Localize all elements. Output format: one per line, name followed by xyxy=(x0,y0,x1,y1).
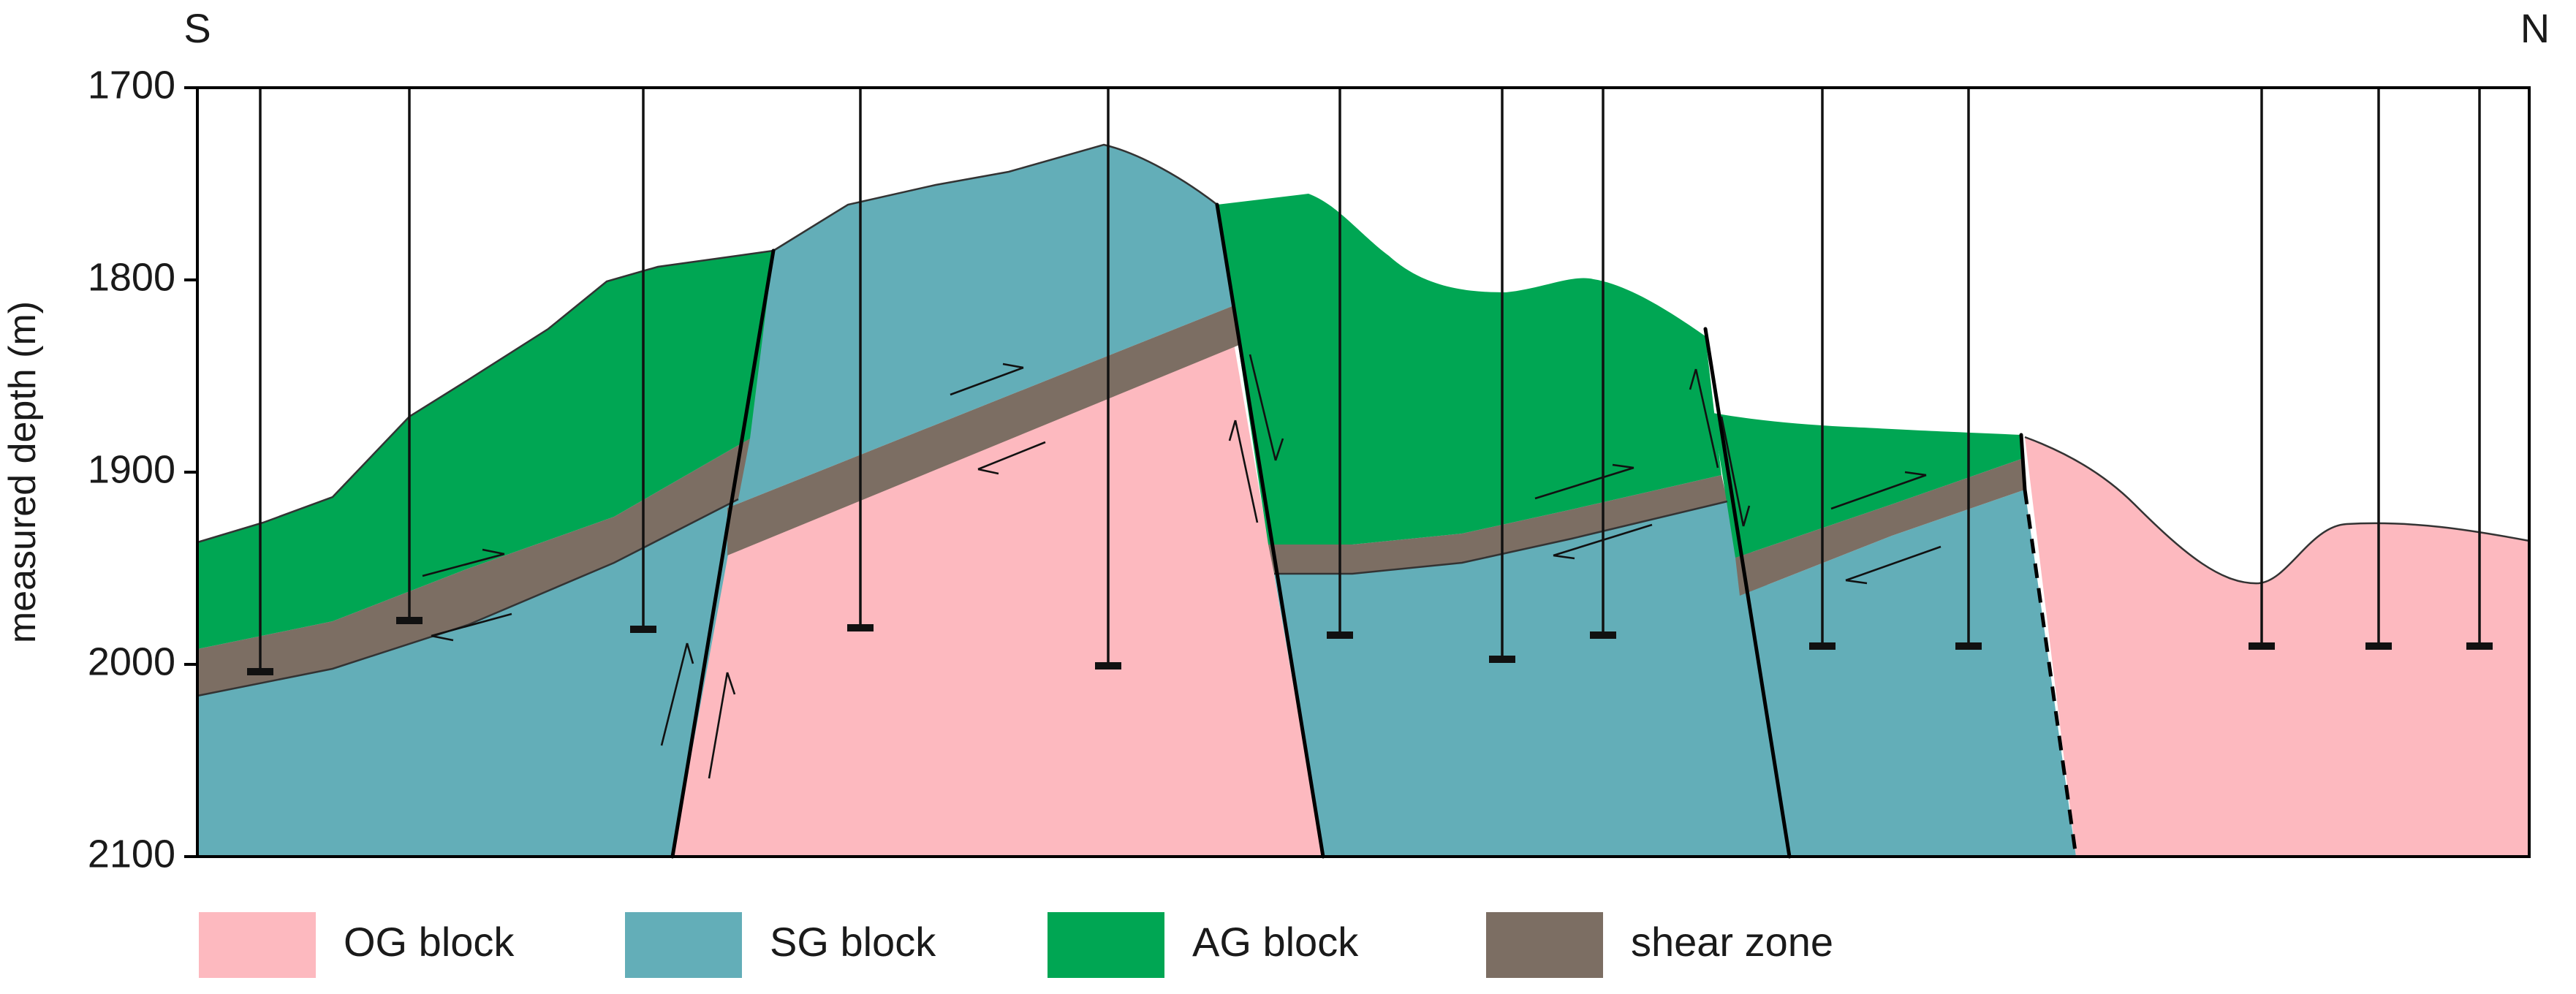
slip-arrows xyxy=(422,354,1942,779)
fault-4-upper xyxy=(2019,433,2027,492)
y-axis-labels: 1700 1800 1900 2000 2100 xyxy=(88,63,175,876)
legend-label-shear: shear zone xyxy=(1631,919,1833,965)
legend-item-shear: shear zone xyxy=(1486,912,1833,978)
ag-top-line xyxy=(197,249,774,544)
y-tick-label: 2100 xyxy=(88,832,175,876)
fault-2 xyxy=(1215,202,1325,859)
legend-swatch-sg xyxy=(625,912,742,978)
half-arrow-icon xyxy=(1830,471,1927,510)
well-bottom-marker xyxy=(2466,642,2493,650)
shear-zone-middle xyxy=(1268,475,1727,574)
well-bottom-marker xyxy=(2365,642,2392,650)
half-arrow-icon xyxy=(1249,354,1284,461)
fault-4-dashed xyxy=(2023,489,2078,857)
y-tick-label: 1800 xyxy=(88,255,175,299)
y-tick-label: 2000 xyxy=(88,640,175,683)
cross-section-body xyxy=(197,143,2530,857)
legend: OG block SG block AG block shear zone xyxy=(199,912,1833,978)
well-bottom-marker xyxy=(847,624,874,631)
y-tick-label: 1900 xyxy=(88,447,175,491)
well-bottom-marker xyxy=(1489,656,1515,663)
ag-block-south xyxy=(197,251,773,649)
well-bottom-marker xyxy=(247,668,273,675)
well-bottom-marker xyxy=(1327,631,1353,639)
well-bottom-marker xyxy=(1095,662,1121,669)
og-top-surface-line xyxy=(2024,436,2530,585)
half-arrow-icon xyxy=(708,672,736,779)
shear-zone-south xyxy=(197,439,750,696)
half-arrow-icon xyxy=(1845,545,1942,585)
half-arrow-icon xyxy=(1689,368,1719,468)
legend-item-sg: SG block xyxy=(625,912,936,978)
half-arrow-icon xyxy=(660,642,694,746)
og-block-north xyxy=(2025,437,2529,857)
ag-block-middle xyxy=(1217,194,1721,545)
sg-block-north xyxy=(1740,490,2076,857)
legend-label-og: OG block xyxy=(344,919,515,965)
sg-block-south xyxy=(197,499,738,857)
half-arrow-icon xyxy=(977,441,1046,475)
shear-zone-north xyxy=(1735,459,2025,596)
half-arrow-icon xyxy=(422,548,505,577)
wells xyxy=(247,88,2493,675)
sg-block-middle xyxy=(1274,501,1789,857)
faults xyxy=(670,202,2078,859)
shear-base-south-line xyxy=(197,498,739,697)
legend-item-ag: AG block xyxy=(1048,912,1359,978)
legend-label-sg: SG block xyxy=(770,919,936,965)
well-bottom-marker xyxy=(630,626,656,633)
fault-1 xyxy=(670,248,776,859)
og-block-central xyxy=(673,344,1323,857)
y-tick-label: 1700 xyxy=(88,63,175,107)
legend-label-ag: AG block xyxy=(1192,919,1359,965)
legend-swatch-shear xyxy=(1486,912,1603,978)
fault-3 xyxy=(1703,327,1792,859)
half-arrow-icon xyxy=(1228,420,1259,523)
compass-north-label: N xyxy=(2520,5,2550,51)
y-axis-title: measured depth (m) xyxy=(1,301,44,643)
well-bottom-marker xyxy=(1590,631,1616,639)
legend-swatch-og xyxy=(199,912,316,978)
half-arrow-icon xyxy=(431,612,512,642)
well-bottom-marker xyxy=(1955,642,1982,650)
y-axis-ticks xyxy=(184,86,197,858)
half-arrow-icon xyxy=(1534,463,1634,500)
well-bottom-marker xyxy=(1809,642,1836,650)
compass-south-label: S xyxy=(183,5,211,51)
ag-block-north xyxy=(1713,413,2021,558)
sg-crest-surface-line xyxy=(773,143,1218,252)
legend-item-og: OG block xyxy=(199,912,515,978)
shear-zone-central xyxy=(727,306,1243,555)
well-bottom-marker xyxy=(2249,642,2275,650)
well-bottom-marker xyxy=(396,617,423,624)
shear-base-middle-line xyxy=(1274,500,1728,575)
legend-swatch-ag xyxy=(1048,912,1164,978)
half-arrow-icon xyxy=(950,363,1024,396)
half-arrow-icon xyxy=(1720,416,1751,527)
